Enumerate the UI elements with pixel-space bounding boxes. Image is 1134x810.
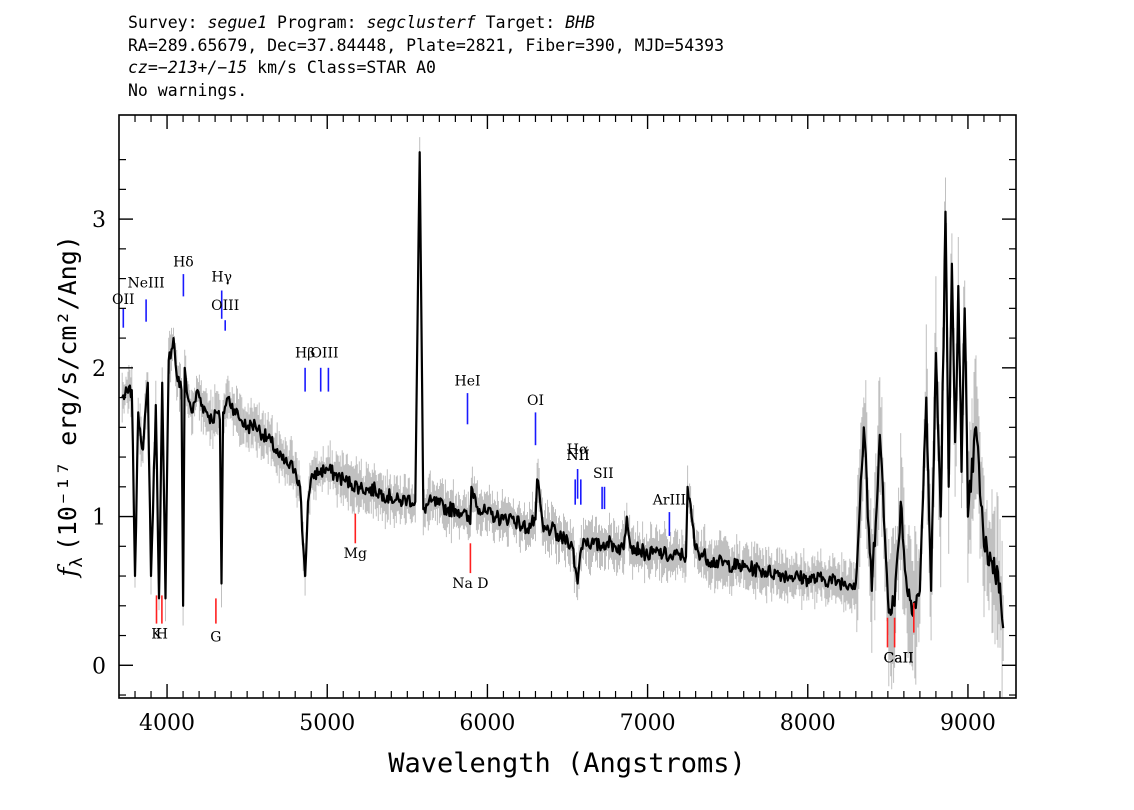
cz-value: −213+/−15	[157, 58, 248, 77]
marker-label: NII	[566, 448, 589, 464]
marker-label: G	[210, 630, 221, 646]
target-value: BHB	[565, 13, 595, 32]
spectrum-header: Survey: segue1 Program: segclusterf Targ…	[128, 12, 724, 102]
marker-label: CaII	[884, 650, 914, 666]
marker-label: Hβ	[295, 345, 315, 361]
marker-label: OII	[112, 292, 135, 308]
noise-band	[121, 137, 1004, 698]
marker-label: Na D	[452, 576, 488, 592]
flux-series	[121, 151, 1005, 629]
marker-label: Hα	[567, 442, 589, 458]
y-tick-label: 3	[92, 208, 106, 233]
marker-label: H	[156, 627, 168, 643]
x-tick-label: 9000	[940, 711, 996, 736]
marker-label: NeIII	[128, 276, 165, 292]
header-line-redshift: cz=−213+/−15 km/s Class=STAR A0	[128, 57, 724, 80]
flux-line	[121, 151, 1005, 629]
marker-label: CaII	[884, 650, 914, 666]
y-axis-label-units: (10⁻¹⁷ erg/s/cm²/Ang)	[53, 235, 82, 551]
x-tick-label: 6000	[459, 711, 515, 736]
noise-series	[121, 137, 1004, 698]
header-line-survey: Survey: segue1 Program: segclusterf Targ…	[128, 12, 724, 35]
marker-label: OI	[527, 393, 544, 409]
survey-label: Survey:	[128, 13, 198, 32]
marker-label: OIII	[310, 345, 338, 361]
x-tick-label: 4000	[139, 711, 195, 736]
marker-label: NII	[566, 448, 589, 464]
marker-label: HeI	[454, 374, 480, 390]
marker-label: Mg	[344, 546, 367, 562]
marker-label: OIII	[211, 298, 239, 314]
program-label: Program:	[277, 13, 357, 32]
survey-value: segue1	[207, 13, 268, 32]
x-axis-label: Wavelength (Angstroms)	[388, 748, 746, 779]
y-tick-label: 1	[92, 506, 106, 531]
x-tick-label: 5000	[299, 711, 355, 736]
header-line-warnings: No warnings.	[128, 80, 248, 100]
marker-label: ArIII	[652, 493, 686, 509]
axis-tick-labels: 4000 5000 6000 7000 8000 9000 0 1 2 3	[92, 208, 996, 736]
y-axis-label-sub: λ	[67, 557, 87, 567]
marker-label: Hγ	[211, 270, 232, 286]
cz-label: cz=	[128, 58, 158, 77]
y-tick-label: 2	[92, 357, 106, 382]
program-value: segclusterf	[366, 13, 476, 32]
line-markers: OIINeIIIHδHγOIIIHβOIIIHeIOINIIHαNIISIIAr…	[112, 255, 915, 666]
axis-ticks	[119, 115, 1016, 698]
x-tick-label: 8000	[780, 711, 836, 736]
cz-unit-class: km/s Class=STAR A0	[247, 58, 436, 77]
x-tick-label: 7000	[620, 711, 676, 736]
header-line-coordinates: RA=289.65679, Dec=37.84448, Plate=2821, …	[128, 35, 725, 55]
marker-label: Hδ	[173, 255, 194, 271]
y-axis-label-f: f	[53, 564, 82, 579]
marker-label: K	[151, 627, 162, 643]
marker-label: SII	[593, 466, 614, 482]
target-label: Target:	[485, 13, 556, 32]
y-tick-label: 0	[92, 654, 106, 679]
y-axis-label: fλ (10⁻¹⁷ erg/s/cm²/Ang)	[53, 235, 87, 579]
